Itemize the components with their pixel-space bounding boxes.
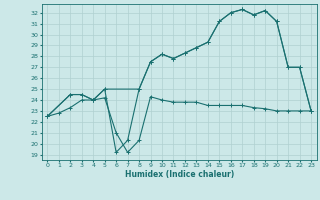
X-axis label: Humidex (Indice chaleur): Humidex (Indice chaleur) [124,170,234,179]
